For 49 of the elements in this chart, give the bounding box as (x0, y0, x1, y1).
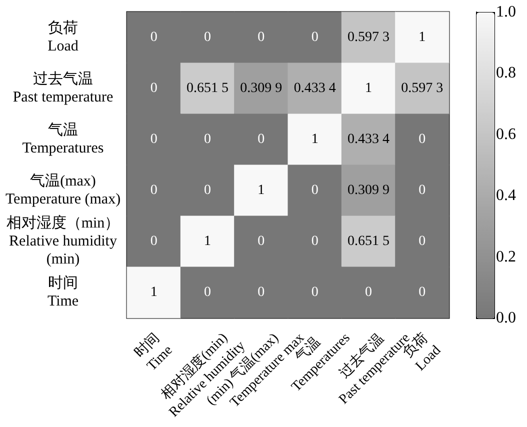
data-label: 1 (418, 30, 426, 45)
data-label: 0.597 3 (401, 81, 444, 96)
data-label: 0.309 9 (348, 183, 390, 198)
data-label: 0 (418, 234, 426, 249)
data-label: 0 (258, 234, 265, 249)
data-label: 0 (258, 285, 265, 300)
data-label: 0 (258, 132, 265, 147)
data-label: 1 (258, 183, 265, 198)
y-tick-label: 时间 Time (47, 274, 79, 310)
color-bar-label: 0.2 (496, 248, 516, 266)
data-label: 0.433 4 (348, 132, 390, 147)
data-label: 0.433 4 (294, 81, 336, 96)
color-bar-label: 0.6 (496, 126, 516, 143)
data-label: 0.597 3 (348, 30, 390, 45)
data-label: 0 (150, 30, 158, 45)
data-label: 0.651 5 (186, 81, 228, 96)
color-bar-label: 1.0 (496, 4, 516, 20)
y-tick-label: 负荷 Load (48, 20, 79, 54)
data-label: 0 (150, 132, 158, 147)
data-label: 0 (418, 132, 426, 147)
data-label: 1 (365, 81, 372, 96)
data-label: 0.651 5 (348, 234, 390, 249)
data-label: 0 (204, 285, 211, 300)
data-label: 1 (204, 234, 211, 249)
data-label: 0.309 9 (240, 81, 282, 96)
data-label: 0 (204, 183, 211, 198)
color-bar-label: 0.0 (496, 310, 516, 326)
data-label: 1 (311, 132, 318, 147)
data-label: 0 (150, 183, 158, 198)
y-tick-label: 相对湿度（min） Relative humidity (min) (6, 214, 120, 268)
data-label: 0 (150, 81, 158, 96)
data-label: 1 (150, 285, 158, 300)
color-bar-label: 0.8 (496, 64, 516, 82)
data-label: 0 (418, 183, 426, 198)
data-label: 0 (418, 285, 426, 300)
data-label: 0 (311, 30, 318, 45)
data-label: 0 (258, 30, 265, 45)
data-label: 0 (311, 183, 318, 198)
x-tick-label: 时间 Time (132, 330, 176, 374)
y-tick-label: 气温(max) Temperature (max) (5, 172, 121, 208)
data-label: 0 (204, 30, 211, 45)
color-bar-label: 0.4 (496, 187, 516, 204)
data-label: 0 (204, 132, 211, 147)
y-tick-label: 气温 Temperatures (22, 122, 104, 156)
data-label: 0 (365, 285, 372, 300)
data-label: 0 (150, 234, 158, 249)
data-label: 0 (311, 285, 318, 300)
data-label: 0 (311, 234, 318, 249)
y-tick-label: 过去气温 Past temperature (12, 70, 114, 106)
